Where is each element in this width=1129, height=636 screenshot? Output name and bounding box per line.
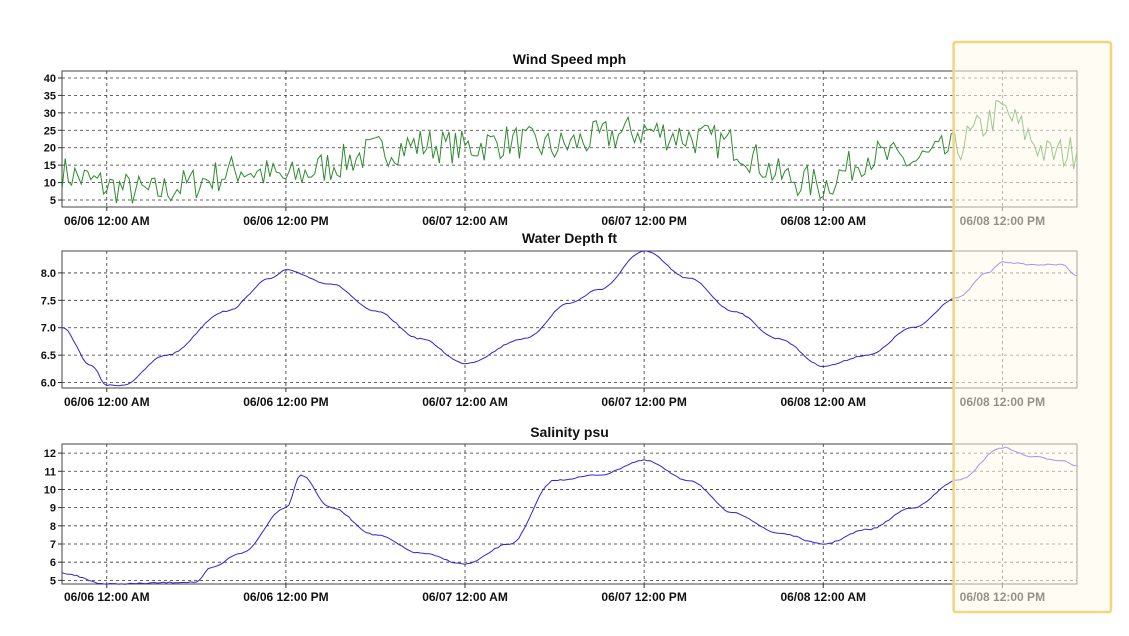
water-depth-series-line	[61, 250, 1078, 387]
salinity-series-line	[61, 446, 1078, 585]
highlight-region	[952, 40, 1113, 614]
water-depth-plot-area	[61, 250, 1078, 389]
wind-speed-y-tick-label: 30	[44, 108, 56, 120]
salinity-panel: Salinity psu 5 6 7 8 9 10 11 12 06/06 12:00 AM 06/…	[44, 424, 1078, 604]
water-depth-y-tick-label: 7.5	[41, 295, 56, 307]
salinity-y-tick-label: 7	[50, 539, 56, 551]
water-depth-y-tick-label: 6.0	[41, 378, 56, 390]
wind-speed-x-tick-label: 06/08 12:00 AM	[780, 214, 866, 228]
water-depth-x-tick-label: 06/06 12:00 AM	[64, 395, 150, 409]
wind-speed-y-tick-label: 15	[44, 160, 56, 172]
salinity-y-tick-label: 9	[50, 503, 56, 515]
wind-speed-y-tick-label: 20	[44, 143, 56, 155]
salinity-y-tick-label: 5	[50, 575, 56, 587]
salinity-y-tick-label: 11	[44, 466, 56, 478]
wind-speed-y-tick-label: 5	[50, 195, 56, 207]
wind-speed-y-tick-label: 10	[44, 178, 56, 190]
salinity-x-tick-label: 06/06 12:00 PM	[243, 590, 328, 604]
wind-speed-y-tick-label: 35	[44, 90, 56, 102]
water-depth-x-tick-label: 06/08 12:00 AM	[780, 395, 866, 409]
salinity-x-tick-label: 06/06 12:00 AM	[64, 590, 150, 604]
water-depth-y-tick-label: 6.5	[41, 350, 56, 362]
water-depth-x-tick-label: 06/07 12:00 PM	[601, 395, 686, 409]
wind-speed-series-line	[61, 99, 1078, 204]
salinity-y-tick-label: 8	[50, 521, 56, 533]
salinity-x-tick-label: 06/07 12:00 AM	[422, 590, 508, 604]
salinity-plot-area	[61, 443, 1078, 585]
water-depth-x-tick-label: 06/06 12:00 PM	[243, 395, 328, 409]
water-depth-y-tick-label: 8.0	[41, 268, 56, 280]
wind-speed-x-tick-label: 06/06 12:00 AM	[64, 214, 150, 228]
water-depth-title: Water Depth ft	[522, 230, 617, 246]
water-depth-panel: Water Depth ft 6.0 6.5 7.0 7.5 8.0 06/06 12:00…	[41, 230, 1078, 409]
wind-speed-panel: Wind Speed mph 5 10 15 20 25 30 35 40 06/06 12:00…	[44, 51, 1078, 228]
salinity-x-tick-label: 06/07 12:00 PM	[601, 590, 686, 604]
wind-speed-title: Wind Speed mph	[513, 51, 626, 67]
wind-speed-y-tick-label: 25	[44, 125, 56, 137]
salinity-y-tick-label: 10	[44, 484, 56, 496]
wind-speed-y-tick-label: 40	[44, 73, 56, 85]
wind-speed-plot-area	[61, 70, 1078, 208]
salinity-title: Salinity psu	[530, 424, 609, 440]
water-depth-x-tick-label: 06/07 12:00 AM	[422, 395, 508, 409]
salinity-y-tick-label: 12	[44, 448, 56, 460]
salinity-x-tick-label: 06/08 12:00 AM	[780, 590, 866, 604]
water-depth-y-tick-label: 7.0	[41, 323, 56, 335]
salinity-y-tick-label: 6	[50, 557, 56, 569]
wind-speed-x-tick-label: 06/07 12:00 PM	[601, 214, 686, 228]
wind-speed-x-tick-label: 06/06 12:00 PM	[243, 214, 328, 228]
wind-speed-x-tick-label: 06/07 12:00 AM	[422, 214, 508, 228]
